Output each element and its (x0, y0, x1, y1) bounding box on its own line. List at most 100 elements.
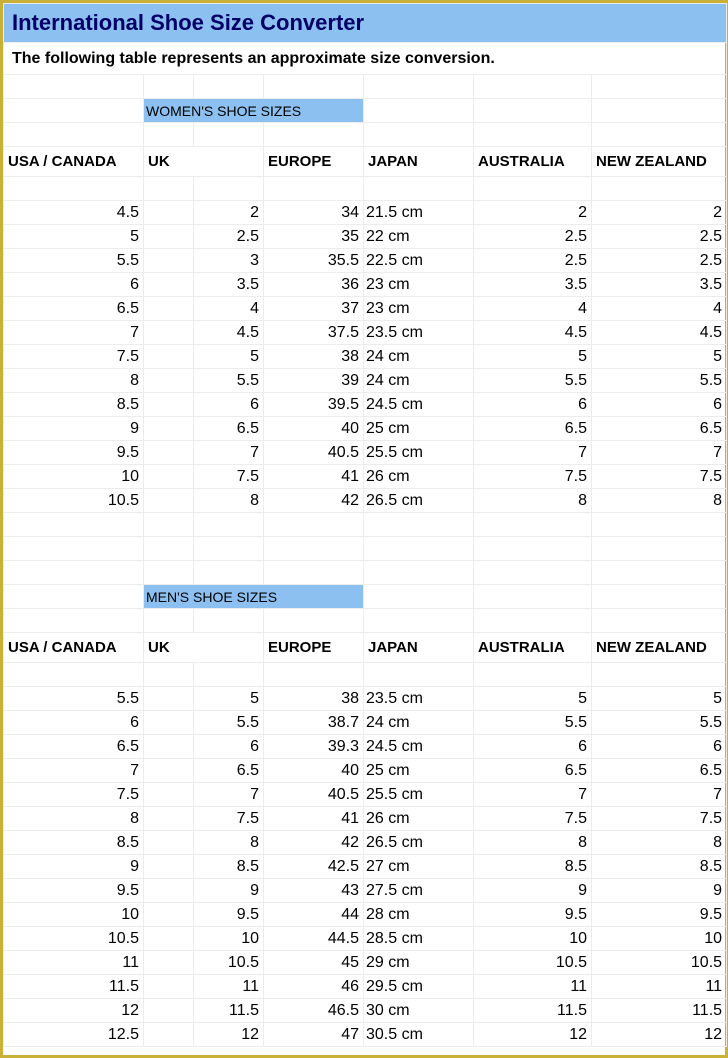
cell-usa: 5.5 (4, 687, 144, 711)
cell-nz: 3.5 (592, 273, 727, 297)
cell-usa: 7 (4, 321, 144, 345)
cell-usa: 4.5 (4, 201, 144, 225)
cell-eu: 34 (264, 201, 364, 225)
cell-uk: 10.5 (194, 951, 264, 975)
cell-au: 9 (474, 879, 592, 903)
cell-japan: 25 cm (364, 759, 474, 783)
col-header-uk: UK (144, 147, 264, 177)
cell-nz: 6.5 (592, 417, 727, 441)
cell-nz: 2.5 (592, 225, 727, 249)
cell-nz: 4 (592, 297, 727, 321)
cell-nz: 12 (592, 1023, 727, 1047)
cell-uk: 4 (194, 297, 264, 321)
cell-japan: 25.5 cm (364, 783, 474, 807)
cell-au: 2.5 (474, 249, 592, 273)
cell-au: 8 (474, 831, 592, 855)
cell-usa: 5.5 (4, 249, 144, 273)
cell-uk: 3.5 (194, 273, 264, 297)
cell-au: 8.5 (474, 855, 592, 879)
cell-uk: 10 (194, 927, 264, 951)
cell-eu: 45 (264, 951, 364, 975)
cell-nz: 8 (592, 489, 727, 513)
cell-eu: 47 (264, 1023, 364, 1047)
cell-nz: 5.5 (592, 369, 727, 393)
cell-nz: 6 (592, 735, 727, 759)
cell-nz: 5.5 (592, 711, 727, 735)
cell-au: 9.5 (474, 903, 592, 927)
cell-au: 10 (474, 927, 592, 951)
cell-uk: 6 (194, 393, 264, 417)
cell-au: 7.5 (474, 807, 592, 831)
cell-au: 10.5 (474, 951, 592, 975)
cell-nz: 7.5 (592, 465, 727, 489)
cell-eu: 40 (264, 759, 364, 783)
section-label-men: MEN'S SHOE SIZES (144, 585, 364, 609)
cell-japan: 28.5 cm (364, 927, 474, 951)
cell-usa: 6 (4, 273, 144, 297)
cell-eu: 38 (264, 345, 364, 369)
cell-usa: 7.5 (4, 345, 144, 369)
cell-usa: 8 (4, 369, 144, 393)
cell-nz: 7 (592, 783, 727, 807)
cell-japan: 29.5 cm (364, 975, 474, 999)
cell-uk: 11.5 (194, 999, 264, 1023)
cell-eu: 41 (264, 807, 364, 831)
cell-au: 11.5 (474, 999, 592, 1023)
cell-japan: 26 cm (364, 465, 474, 489)
cell-nz: 9 (592, 879, 727, 903)
cell-uk: 4.5 (194, 321, 264, 345)
cell-au: 7.5 (474, 465, 592, 489)
cell-eu: 35.5 (264, 249, 364, 273)
cell-nz: 11.5 (592, 999, 727, 1023)
cell-nz: 5 (592, 687, 727, 711)
cell-nz: 10.5 (592, 951, 727, 975)
cell-eu: 43 (264, 879, 364, 903)
col-header-japan: JAPAN (364, 147, 474, 177)
col-header-usa: USA / CANADA (4, 633, 144, 663)
col-header-australia: AUSTRALIA (474, 147, 592, 177)
cell-uk: 7 (194, 783, 264, 807)
cell-japan: 25 cm (364, 417, 474, 441)
cell-eu: 36 (264, 273, 364, 297)
cell-eu: 46 (264, 975, 364, 999)
cell-japan: 26.5 cm (364, 831, 474, 855)
cell-eu: 40 (264, 417, 364, 441)
cell-usa: 9.5 (4, 441, 144, 465)
cell-au: 6 (474, 393, 592, 417)
cell-usa: 5 (4, 225, 144, 249)
cell-nz: 2.5 (592, 249, 727, 273)
cell-usa: 12.5 (4, 1023, 144, 1047)
col-header-australia: AUSTRALIA (474, 633, 592, 663)
cell-usa: 7 (4, 759, 144, 783)
cell-usa: 10.5 (4, 489, 144, 513)
cell-nz: 5 (592, 345, 727, 369)
cell-japan: 26.5 cm (364, 489, 474, 513)
cell-eu: 37.5 (264, 321, 364, 345)
cell-eu: 41 (264, 465, 364, 489)
cell-au: 5.5 (474, 369, 592, 393)
cell-usa: 8.5 (4, 393, 144, 417)
cell-eu: 39 (264, 369, 364, 393)
page-title: International Shoe Size Converter (4, 4, 727, 43)
cell-au: 12 (474, 1023, 592, 1047)
cell-japan: 30 cm (364, 999, 474, 1023)
cell-japan: 22 cm (364, 225, 474, 249)
cell-eu: 44.5 (264, 927, 364, 951)
cell-uk: 5.5 (194, 369, 264, 393)
cell-au: 5 (474, 687, 592, 711)
cell-eu: 35 (264, 225, 364, 249)
cell-nz: 8.5 (592, 855, 727, 879)
cell-au: 8 (474, 489, 592, 513)
cell-uk: 2 (194, 201, 264, 225)
cell-au: 2.5 (474, 225, 592, 249)
cell-eu: 38.7 (264, 711, 364, 735)
cell-japan: 24.5 cm (364, 735, 474, 759)
cell-uk: 11 (194, 975, 264, 999)
cell-usa: 12 (4, 999, 144, 1023)
cell-usa: 8 (4, 807, 144, 831)
cell-au: 4.5 (474, 321, 592, 345)
cell-japan: 26 cm (364, 807, 474, 831)
cell-nz: 6 (592, 393, 727, 417)
cell-eu: 42 (264, 831, 364, 855)
cell-japan: 23 cm (364, 273, 474, 297)
